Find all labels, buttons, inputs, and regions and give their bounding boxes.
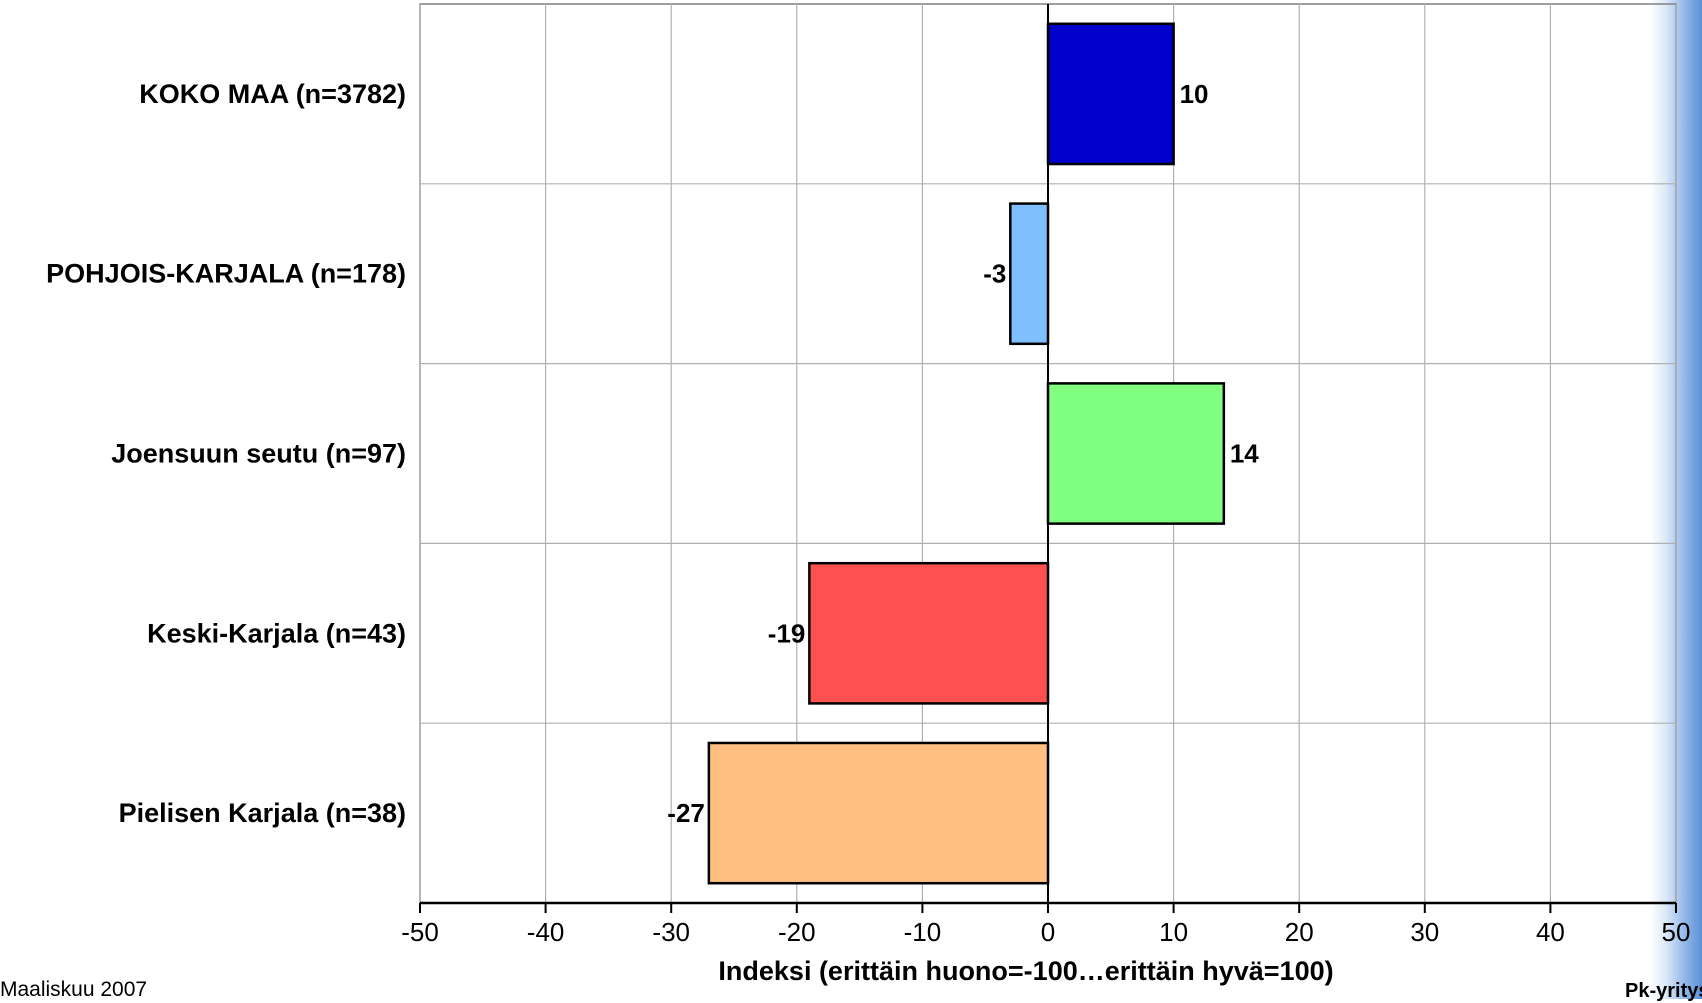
bar-value-label: -27 bbox=[667, 798, 705, 828]
x-tick-label: 0 bbox=[1041, 917, 1055, 947]
category-label: KOKO MAA (n=3782) bbox=[139, 79, 406, 109]
category-label: Keski-Karjala (n=43) bbox=[147, 618, 406, 648]
x-tick-label: 20 bbox=[1285, 917, 1314, 947]
bar-value-label: 10 bbox=[1180, 79, 1209, 109]
axes bbox=[419, 4, 1677, 913]
x-tick-label: -20 bbox=[778, 917, 816, 947]
x-tick-label: 10 bbox=[1159, 917, 1188, 947]
x-tick-label: 50 bbox=[1662, 917, 1691, 947]
bars bbox=[707, 22, 1226, 885]
category-label: Pielisen Karjala (n=38) bbox=[119, 798, 406, 828]
category-label: Joensuun seutu (n=97) bbox=[111, 439, 406, 469]
bar bbox=[707, 741, 1050, 885]
bar-value-label: 14 bbox=[1230, 439, 1259, 469]
labels: 10 KOKO MAA (n=3782) -3 POHJOIS-KARJALA (n=… bbox=[46, 79, 1690, 947]
category-label: POHJOIS-KARJALA (n=178) bbox=[46, 259, 406, 289]
footer-date: Maaliskuu 2007 bbox=[0, 978, 148, 1001]
bar-value-label: -19 bbox=[768, 618, 806, 648]
bar-value-label: -3 bbox=[983, 259, 1006, 289]
x-tick-label: 30 bbox=[1410, 917, 1439, 947]
x-tick-label: 40 bbox=[1536, 917, 1565, 947]
x-tick-label: -40 bbox=[527, 917, 565, 947]
x-axis-title: Indeksi (erittäin huono=-100…erittäin hy… bbox=[718, 956, 1333, 986]
bar bbox=[808, 561, 1050, 705]
bar bbox=[1046, 382, 1226, 525]
x-tick-label: -50 bbox=[401, 917, 439, 947]
footer-brand: Pk-yritys bbox=[1625, 980, 1702, 1002]
bar bbox=[1009, 202, 1050, 346]
bar bbox=[1046, 22, 1175, 166]
x-tick-label: -30 bbox=[652, 917, 690, 947]
x-tick-label: -10 bbox=[904, 917, 942, 947]
